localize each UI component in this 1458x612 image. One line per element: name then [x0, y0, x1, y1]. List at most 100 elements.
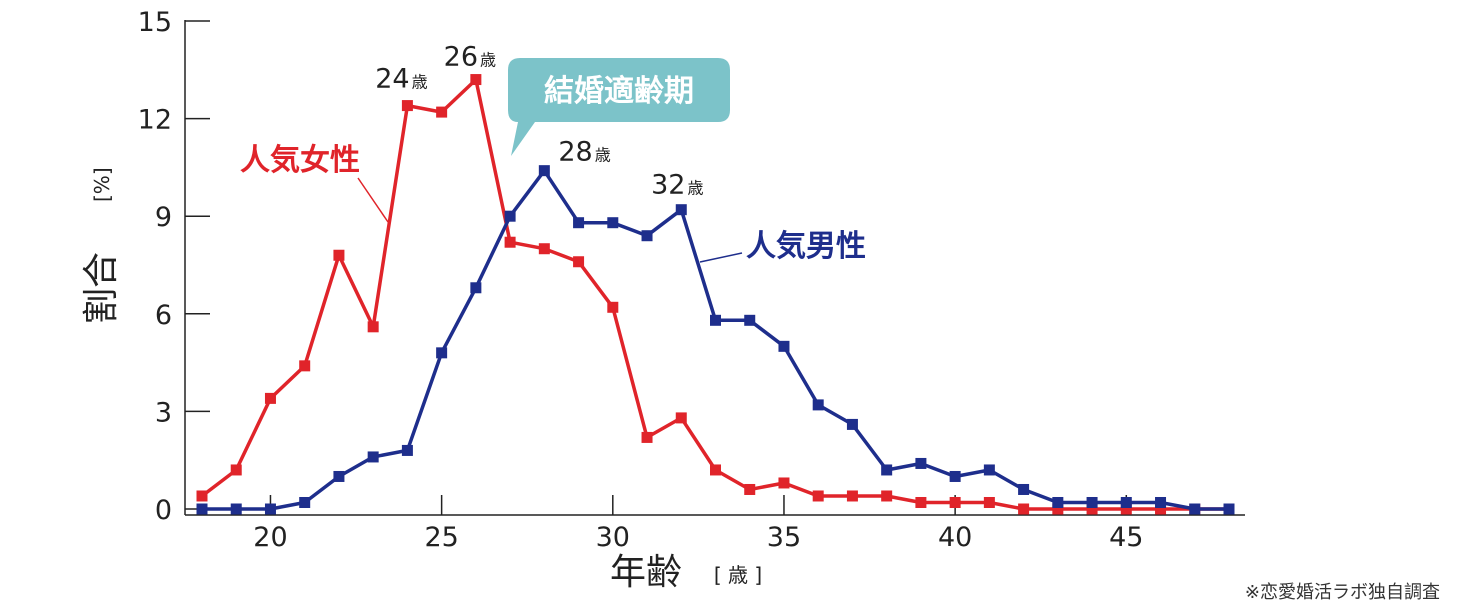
data-point [401, 100, 413, 112]
data-point [675, 204, 687, 216]
data-point [1155, 496, 1167, 508]
series-layer [196, 74, 1235, 515]
data-point [710, 464, 721, 476]
peak-label-number: 24 [375, 64, 409, 95]
series-label-male: 人気男性 [746, 229, 866, 264]
data-point [881, 490, 893, 502]
data-point [846, 418, 858, 430]
data-point [470, 282, 482, 294]
data-point [573, 256, 585, 268]
peak-label: 32 歳 [651, 170, 703, 201]
data-point [983, 464, 995, 476]
data-point [333, 249, 345, 261]
data-point [504, 236, 516, 248]
data-point [436, 106, 448, 118]
female-label-leader [357, 177, 389, 223]
x-axis-title: 年齢 [610, 552, 682, 593]
data-point [299, 360, 311, 372]
peak-label-unit: 歳 [412, 73, 428, 92]
y-tick-label: 6 [155, 300, 172, 331]
data-point [641, 431, 653, 443]
data-point [607, 301, 619, 313]
x-axis-unit: [ 歳 ] [714, 563, 762, 587]
y-axis-title-group: 割合 [%] [81, 167, 122, 324]
data-point [710, 314, 721, 326]
data-point [1052, 496, 1064, 508]
peak-label-number: 28 [558, 137, 592, 168]
data-point [264, 503, 276, 515]
data-point [744, 314, 756, 326]
data-point [367, 321, 379, 333]
data-point [641, 230, 653, 242]
data-point [778, 340, 790, 352]
peak-label-unit: 歳 [480, 51, 496, 70]
data-point [675, 412, 687, 424]
series-female [196, 74, 1235, 515]
peak-label: 28 歳 [558, 137, 610, 168]
data-point [1086, 496, 1098, 508]
x-tick-label: 30 [596, 522, 630, 553]
data-point [333, 470, 345, 482]
data-point [538, 243, 550, 255]
source-note: ※恋愛婚活ラボ独自調査 [1245, 581, 1440, 603]
peak-label-unit: 歳 [595, 146, 611, 165]
y-tick-label: 9 [155, 202, 172, 233]
data-point [196, 503, 208, 515]
peak-label-number: 32 [651, 170, 685, 201]
data-point [230, 503, 242, 515]
data-point [1052, 503, 1064, 515]
data-point [196, 490, 208, 502]
callout-shape [508, 58, 730, 156]
data-point [573, 217, 585, 229]
y-axis-unit: [%] [90, 167, 114, 202]
data-point [812, 399, 824, 411]
data-point [607, 217, 619, 229]
y-tick-label: 3 [155, 397, 172, 428]
data-point [367, 451, 379, 463]
y-tick-labels: 0 3 6 9 12 15 [138, 7, 172, 526]
x-tick-label: 35 [767, 522, 801, 553]
peak-label-unit: 歳 [687, 179, 703, 198]
callout-box: 結婚適齢期 [508, 58, 730, 156]
data-point [1189, 503, 1201, 515]
x-tick-label: 25 [424, 522, 458, 553]
data-point [778, 477, 790, 489]
y-tick-label: 15 [138, 7, 172, 38]
data-point [881, 464, 893, 476]
series-label-female: 人気女性 [240, 143, 360, 178]
data-point [949, 496, 961, 508]
data-point [470, 74, 482, 86]
data-point [1223, 503, 1235, 515]
data-point [846, 490, 858, 502]
data-point [1155, 503, 1167, 515]
data-point [401, 444, 413, 456]
x-tick-label: 40 [938, 522, 972, 553]
data-point [1120, 496, 1132, 508]
peak-annotations: 24 歳26 歳28 歳32 歳 [375, 42, 703, 201]
x-tick-labels: 20 25 30 35 40 45 [253, 522, 1143, 553]
peak-label: 24 歳 [375, 64, 427, 95]
y-tick-label: 0 [155, 495, 172, 526]
data-point [983, 496, 995, 508]
peak-label: 26 歳 [444, 42, 496, 73]
data-point [436, 347, 448, 359]
data-point [812, 490, 824, 502]
peak-label-number: 26 [444, 42, 478, 73]
data-point [1120, 503, 1132, 515]
data-point [949, 470, 961, 482]
data-point [299, 496, 311, 508]
data-point [915, 457, 927, 469]
male-label-leader [699, 252, 743, 263]
x-tick-label: 20 [253, 522, 287, 553]
series-line [202, 168, 1229, 511]
y-axis-title: 割合 [81, 252, 122, 324]
data-point [1018, 503, 1030, 515]
data-point [1086, 503, 1098, 515]
x-tick-label: 45 [1109, 522, 1143, 553]
data-point [744, 483, 756, 495]
callout-text: 結婚適齢期 [544, 74, 694, 109]
data-point [538, 165, 550, 177]
data-point [504, 210, 516, 222]
y-tick-label: 12 [138, 105, 172, 136]
